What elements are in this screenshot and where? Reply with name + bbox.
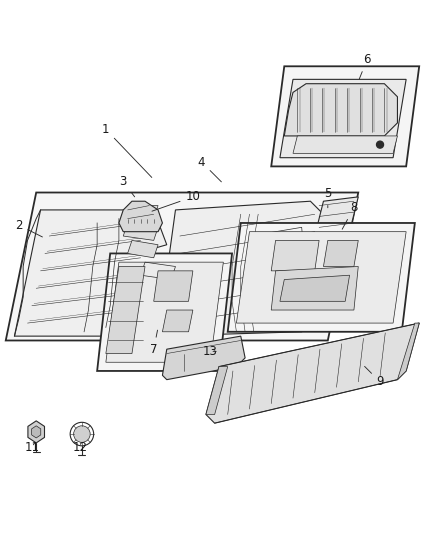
Polygon shape	[127, 240, 158, 258]
Polygon shape	[397, 323, 419, 379]
Polygon shape	[123, 223, 158, 240]
Polygon shape	[271, 266, 358, 310]
Polygon shape	[315, 197, 358, 236]
Text: 10: 10	[152, 190, 200, 211]
Polygon shape	[14, 210, 167, 336]
Polygon shape	[206, 367, 228, 415]
Polygon shape	[97, 254, 232, 371]
Text: 2: 2	[15, 219, 42, 237]
Text: 7: 7	[150, 330, 158, 356]
Text: 9: 9	[364, 366, 384, 389]
Text: 1: 1	[102, 123, 152, 177]
Polygon shape	[28, 421, 45, 443]
Text: 13: 13	[203, 345, 218, 358]
Polygon shape	[32, 426, 41, 438]
Text: 5: 5	[324, 187, 332, 208]
Text: 11: 11	[25, 441, 39, 454]
Polygon shape	[284, 84, 397, 136]
Polygon shape	[293, 136, 397, 154]
Polygon shape	[271, 240, 319, 271]
Polygon shape	[280, 79, 406, 158]
Polygon shape	[206, 323, 419, 423]
Polygon shape	[6, 192, 358, 341]
Circle shape	[377, 141, 384, 148]
Polygon shape	[123, 206, 158, 219]
Text: 8: 8	[342, 201, 357, 229]
Polygon shape	[280, 275, 350, 301]
Circle shape	[74, 426, 90, 442]
Text: 4: 4	[198, 156, 221, 182]
Text: 12: 12	[72, 441, 87, 454]
Polygon shape	[106, 266, 145, 353]
Text: 3: 3	[120, 175, 134, 197]
Polygon shape	[237, 232, 406, 323]
Polygon shape	[228, 223, 415, 332]
Polygon shape	[323, 240, 358, 266]
Polygon shape	[154, 271, 193, 301]
Polygon shape	[158, 201, 323, 336]
Polygon shape	[106, 262, 223, 362]
Text: 6: 6	[359, 53, 371, 79]
Polygon shape	[271, 66, 419, 166]
Polygon shape	[119, 201, 162, 232]
Polygon shape	[162, 310, 193, 332]
Polygon shape	[162, 336, 245, 379]
